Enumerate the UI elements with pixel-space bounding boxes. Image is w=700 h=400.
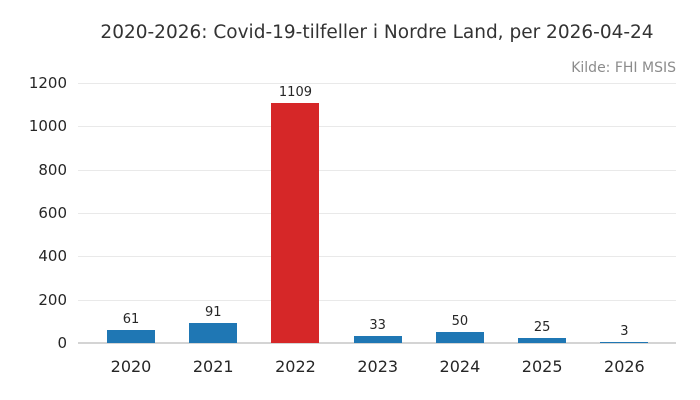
x-tick-label: 2022	[275, 357, 316, 376]
gridline	[78, 126, 676, 128]
chart-title: 2020-2026: Covid-19-tilfeller i Nordre L…	[100, 22, 654, 43]
gridline	[78, 169, 676, 171]
x-tick-label: 2025	[521, 357, 563, 376]
y-tick-label: 400	[38, 247, 67, 266]
gridline	[78, 213, 676, 214]
y-tick-label: 0	[57, 334, 67, 352]
x-tick-label: 2023	[357, 357, 399, 376]
bar-value-label: 61	[122, 311, 140, 327]
y-tick-label: 200	[38, 290, 67, 309]
x-tick-label: 2020	[110, 357, 152, 376]
gridline	[78, 256, 676, 258]
bar-2021	[189, 323, 238, 343]
x-axis-baseline	[78, 342, 676, 344]
x-tick-label: 2026	[604, 357, 645, 376]
bar-2023	[353, 335, 402, 343]
bar-2024	[435, 332, 484, 343]
gridline	[78, 299, 676, 301]
bar-value-label: 1109	[278, 84, 312, 100]
x-tick-label: 2021	[192, 357, 234, 376]
bar-value-label: 25	[533, 319, 551, 335]
y-tick-label: 1200	[28, 74, 67, 92]
x-tick-label: 2024	[439, 357, 481, 376]
source-annotation: Kilde: FHI MSIS	[571, 60, 676, 76]
bar-value-label: 91	[204, 305, 222, 321]
y-tick-label: 800	[38, 160, 67, 179]
bar-2026	[600, 342, 649, 343]
bar-2020	[107, 329, 155, 343]
bar-value-label: 50	[451, 314, 469, 330]
bar-2025	[518, 337, 567, 343]
bar-2022	[271, 102, 320, 343]
bar-value-label: 33	[369, 317, 386, 333]
bar-value-label: 3	[620, 324, 629, 339]
gridline	[78, 83, 676, 84]
y-tick-label: 600	[38, 204, 67, 222]
y-tick-label: 1000	[28, 117, 67, 136]
